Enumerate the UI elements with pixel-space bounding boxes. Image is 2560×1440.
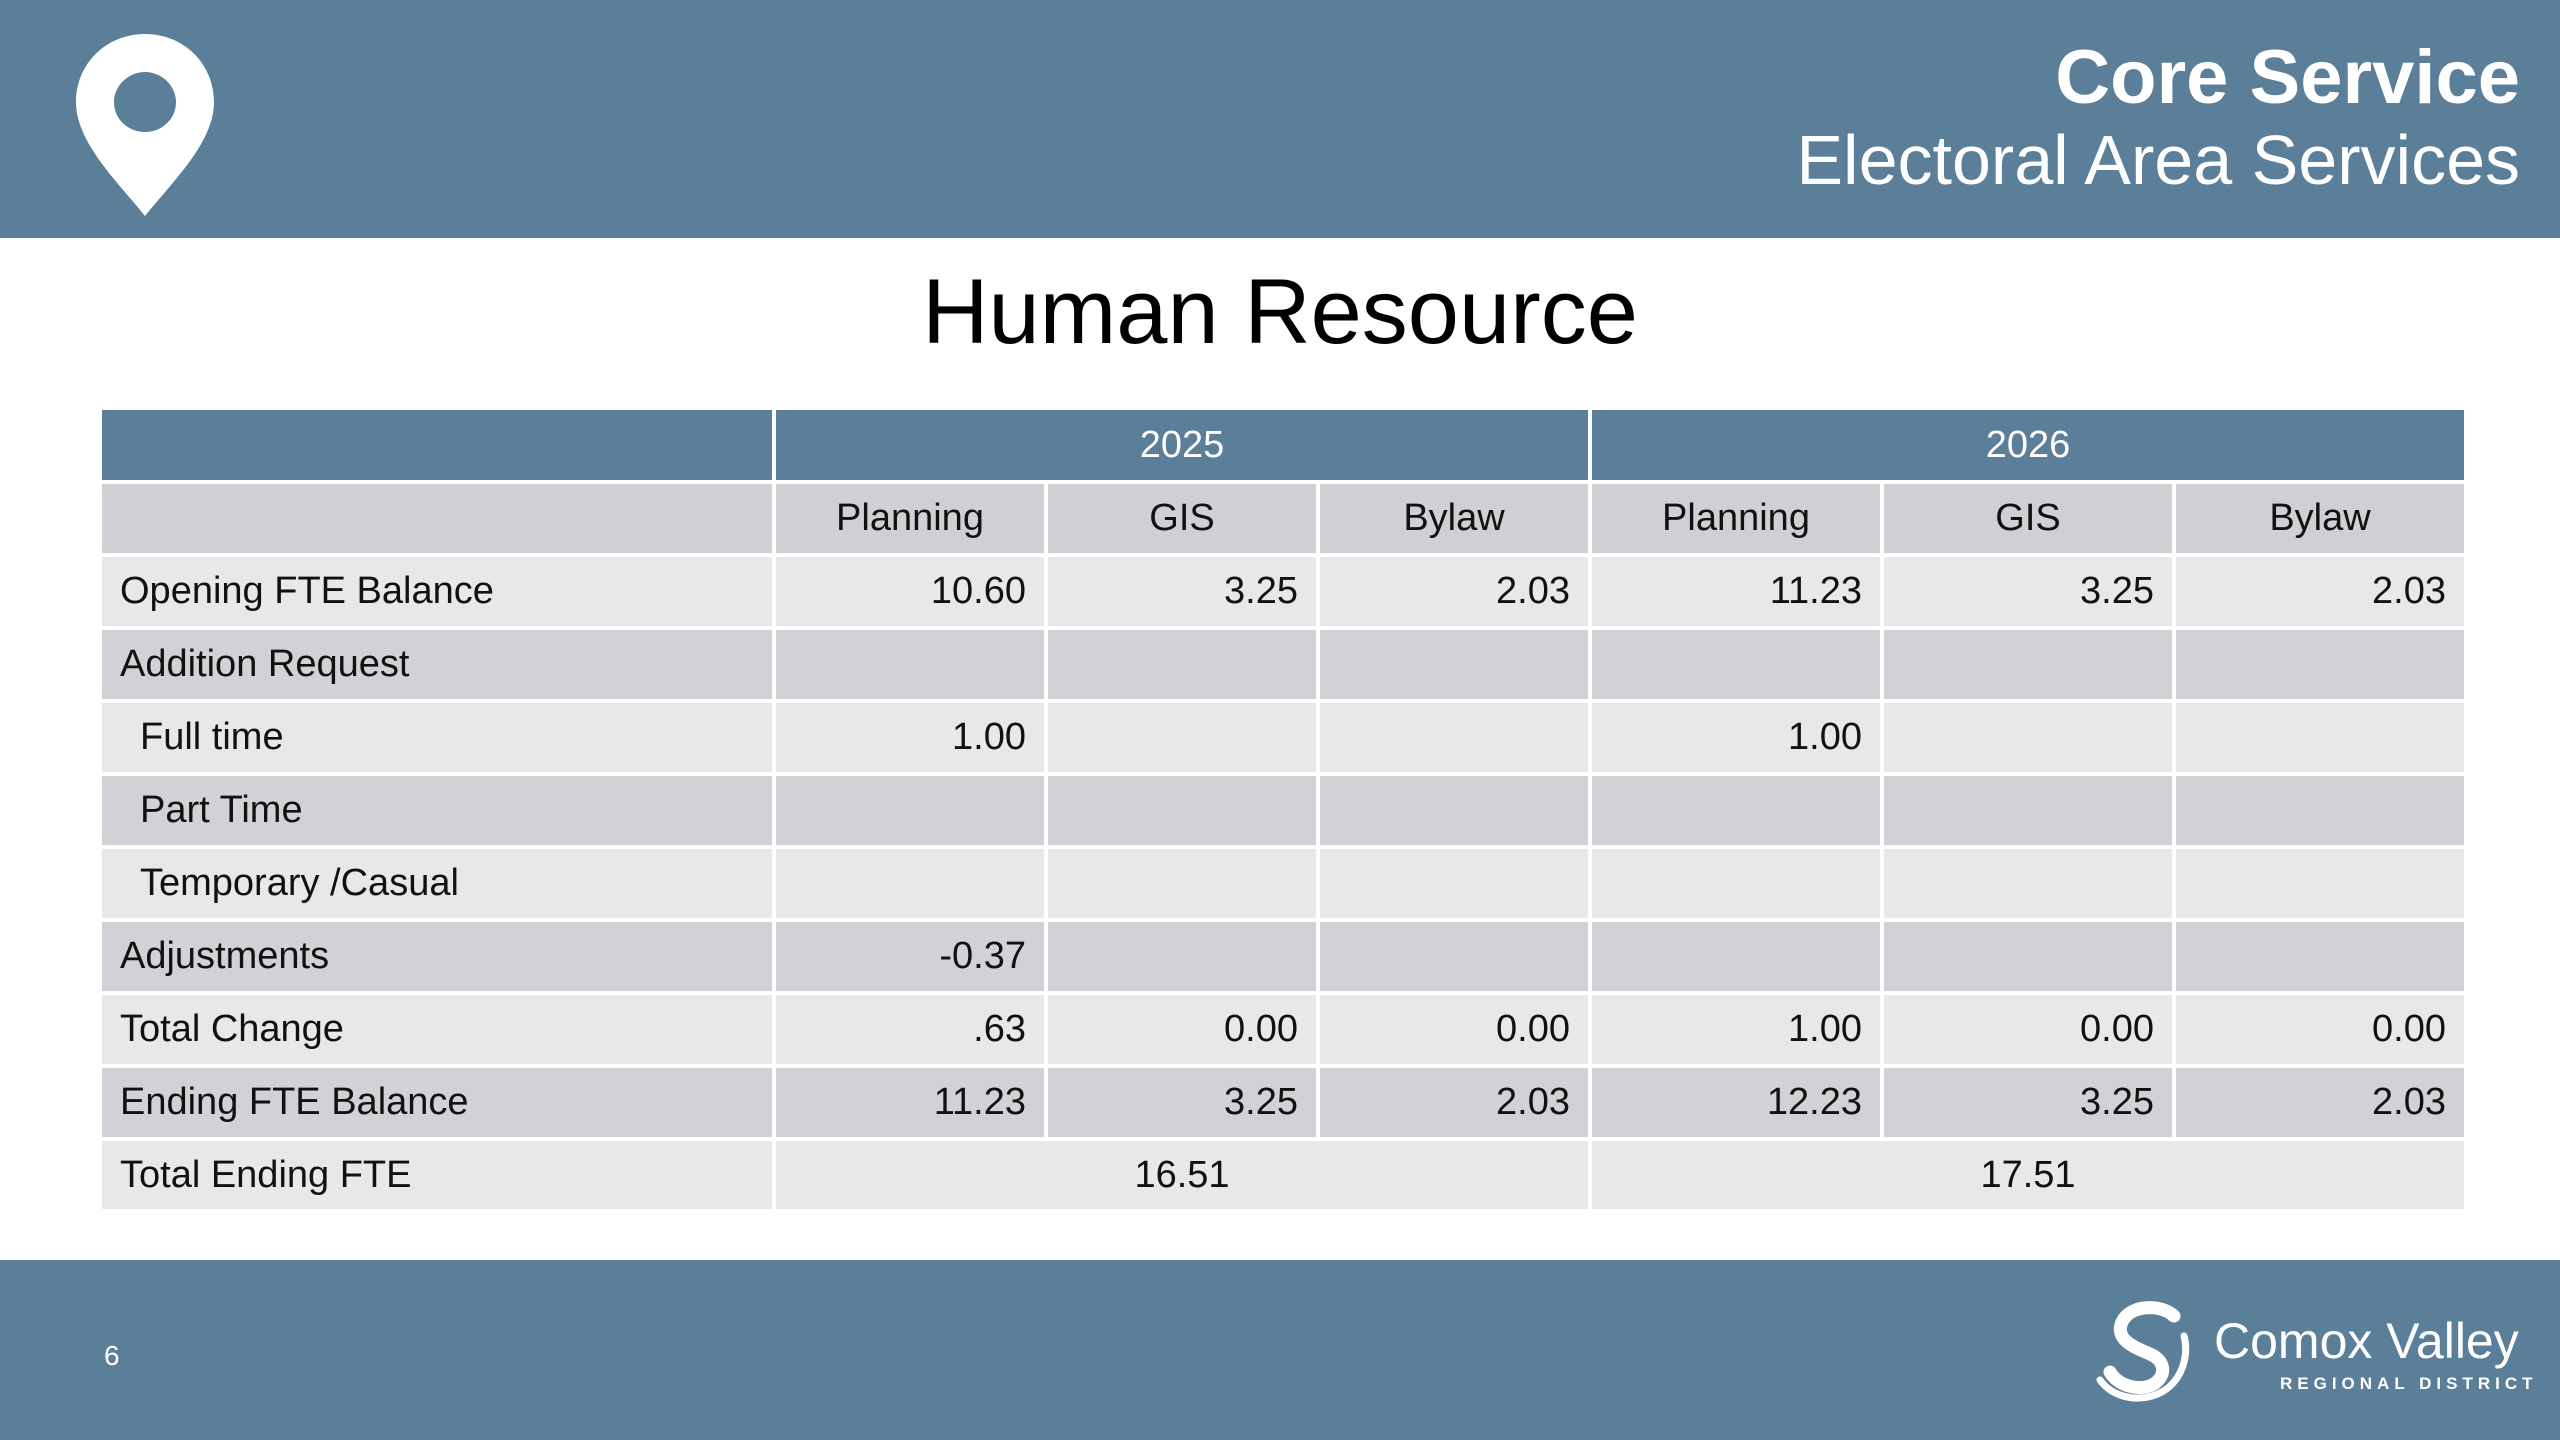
table-cell: 3.25 [1048, 1068, 1316, 1137]
table-cell [1048, 922, 1316, 991]
table-cell: 1.00 [1592, 703, 1880, 772]
column-header: GIS [1884, 484, 2172, 553]
table-cell: 2.03 [2176, 557, 2464, 626]
table-row: Addition Request [102, 630, 2464, 699]
column-header: Planning [776, 484, 1044, 553]
table-row: Adjustments -0.37 [102, 922, 2464, 991]
row-label: Addition Request [102, 630, 772, 699]
table-cell [1048, 703, 1316, 772]
year-header-row: 2025 2026 [102, 410, 2464, 480]
fte-table: 2025 2026 Planning GIS Bylaw Planning GI… [98, 406, 2468, 1213]
table-cell [1048, 776, 1316, 845]
subheader-blank-cell [102, 484, 772, 553]
header-text: Core Service Electoral Area Services [1796, 36, 2520, 200]
row-label: Opening FTE Balance [102, 557, 772, 626]
slide-header: Core Service Electoral Area Services [0, 0, 2560, 238]
total-2026-cell: 17.51 [1592, 1141, 2464, 1209]
table-row: Total Change .63 0.00 0.00 1.00 0.00 0.0… [102, 995, 2464, 1064]
column-header: GIS [1048, 484, 1316, 553]
table-cell: 0.00 [1048, 995, 1316, 1064]
table-cell [1320, 703, 1588, 772]
year-header-2026: 2026 [1592, 410, 2464, 480]
table-cell [2176, 776, 2464, 845]
table-cell [1320, 776, 1588, 845]
table-cell: 2.03 [1320, 557, 1588, 626]
table-cell [1592, 849, 1880, 918]
table-cell: 11.23 [1592, 557, 1880, 626]
comox-valley-logo: Comox Valley REGIONAL DISTRICT [2092, 1296, 2533, 1406]
table-cell [1592, 776, 1880, 845]
table-cell [2176, 703, 2464, 772]
table-cell [1320, 922, 1588, 991]
table-cell [1884, 776, 2172, 845]
table-cell: 0.00 [1320, 995, 1588, 1064]
table-cell [1884, 922, 2172, 991]
table-row: Temporary /Casual [102, 849, 2464, 918]
table-row: Opening FTE Balance 10.60 3.25 2.03 11.2… [102, 557, 2464, 626]
row-label: Full time [102, 703, 772, 772]
table-cell: 12.23 [1592, 1068, 1880, 1137]
table-row: Ending FTE Balance 11.23 3.25 2.03 12.23… [102, 1068, 2464, 1137]
header-blank-cell [102, 410, 772, 480]
total-row-label: Total Ending FTE [102, 1141, 772, 1209]
row-label: Ending FTE Balance [102, 1068, 772, 1137]
department-header-row: Planning GIS Bylaw Planning GIS Bylaw [102, 484, 2464, 553]
table-cell: 11.23 [776, 1068, 1044, 1137]
map-pin-icon [76, 34, 214, 216]
table-cell [776, 776, 1044, 845]
table-cell [1048, 849, 1316, 918]
total-row: Total Ending FTE 16.51 17.51 [102, 1141, 2464, 1209]
table-cell: 10.60 [776, 557, 1044, 626]
table-cell: -0.37 [776, 922, 1044, 991]
column-header: Planning [1592, 484, 1880, 553]
header-title: Core Service [2055, 35, 2520, 120]
table-cell: 0.00 [1884, 995, 2172, 1064]
table-cell [776, 630, 1044, 699]
fte-table-container: 2025 2026 Planning GIS Bylaw Planning GI… [102, 410, 2464, 1213]
table-cell [1320, 849, 1588, 918]
table-cell: 0.00 [2176, 995, 2464, 1064]
table-row: Full time 1.00 1.00 [102, 703, 2464, 772]
row-label: Total Change [102, 995, 772, 1064]
table-cell: 3.25 [1884, 1068, 2172, 1137]
table-cell [1048, 630, 1316, 699]
table-cell: 2.03 [1320, 1068, 1588, 1137]
row-label: Part Time [102, 776, 772, 845]
table-cell [2176, 630, 2464, 699]
table-cell: .63 [776, 995, 1044, 1064]
table-cell [776, 849, 1044, 918]
table-cell [1320, 630, 1588, 699]
slide-footer: 6 Comox Valley REGIONAL DISTRICT [0, 1260, 2560, 1440]
table-cell [1884, 630, 2172, 699]
table-cell [1592, 630, 1880, 699]
table-cell [2176, 922, 2464, 991]
table-cell [2176, 849, 2464, 918]
table-row: Part Time [102, 776, 2464, 845]
table-cell: 3.25 [1884, 557, 2172, 626]
row-label: Temporary /Casual [102, 849, 772, 918]
table-cell [1884, 849, 2172, 918]
header-subtitle: Electoral Area Services [1796, 121, 2520, 199]
page-title: Human Resource [922, 261, 1638, 363]
page-number: 6 [104, 1340, 120, 1371]
table-cell [1592, 922, 1880, 991]
table-cell: 1.00 [776, 703, 1044, 772]
table-cell: 1.00 [1592, 995, 1880, 1064]
year-header-2025: 2025 [776, 410, 1588, 480]
column-header: Bylaw [1320, 484, 1588, 553]
logo-subtitle: REGIONAL DISTRICT [2280, 1374, 2538, 1393]
row-label: Adjustments [102, 922, 772, 991]
total-2025-cell: 16.51 [776, 1141, 1588, 1209]
table-cell [1884, 703, 2172, 772]
table-cell: 2.03 [2176, 1068, 2464, 1137]
table-cell: 3.25 [1048, 557, 1316, 626]
logo-name: Comox Valley [2214, 1313, 2519, 1369]
comox-valley-logo-mark [2096, 1301, 2190, 1402]
column-header: Bylaw [2176, 484, 2464, 553]
